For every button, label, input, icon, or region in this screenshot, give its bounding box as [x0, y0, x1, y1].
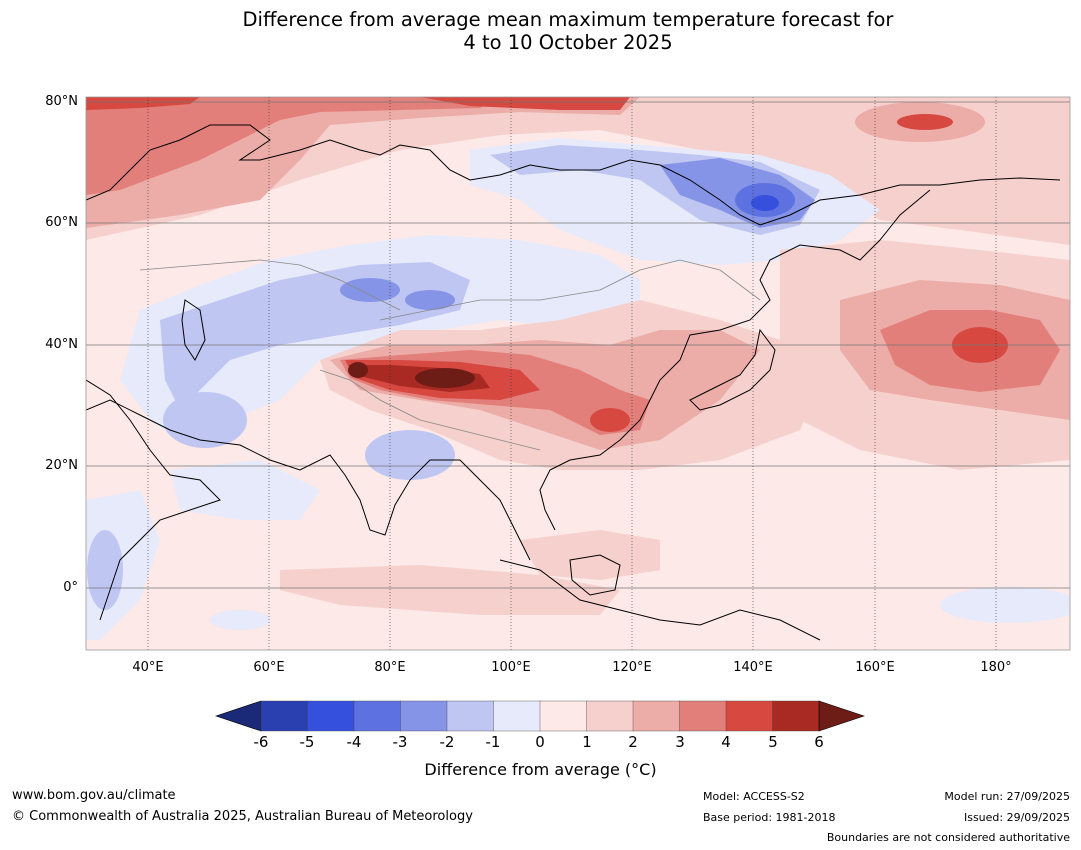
tibet-warm-core-west [348, 362, 368, 378]
colorbar-segment [772, 700, 820, 732]
kazakh-cold-core [340, 278, 400, 302]
copyright-text: © Commonwealth of Australia 2025, Austra… [12, 809, 473, 824]
arabian-sea-cold [170, 460, 320, 520]
cb-tick: 4 [721, 733, 731, 751]
east-arctic-warm-core [897, 114, 953, 130]
arctic-anomaly-3-4 [86, 97, 500, 195]
colorbar-segment [307, 700, 355, 732]
indian-ocean-cold [210, 610, 270, 630]
website-link[interactable]: www.bom.gov.au/climate [12, 788, 176, 803]
colorbar-segment [446, 700, 495, 732]
border-himalaya [319, 369, 541, 451]
colorbar-segment [353, 700, 402, 732]
cb-tick: 2 [628, 733, 638, 751]
coast-borneo [569, 554, 621, 596]
colorbar-segment [679, 700, 727, 732]
cb-tick: 3 [675, 733, 685, 751]
east-siberia-cold-core2 [751, 195, 779, 211]
issued-text: Issued: 29/09/2025 [963, 811, 1070, 824]
cb-tick: -6 [253, 733, 269, 751]
colorbar-segment [493, 700, 541, 732]
map-title: Difference from average mean maximum tem… [0, 8, 1081, 54]
cb-tick: -5 [299, 733, 315, 751]
coastlines [86, 124, 1061, 641]
map-frame [85, 96, 1071, 651]
africa-cold-core [87, 530, 123, 610]
colorbar-segment [539, 700, 588, 732]
colorbar-segment [260, 700, 309, 732]
coast-south-asia [86, 399, 531, 561]
coast-arabia-africa [86, 379, 221, 621]
colorbar-segment [586, 700, 634, 732]
coast-japan [689, 328, 776, 411]
borders [139, 259, 761, 451]
arctic-anomaly-4-5-b [420, 97, 630, 110]
gridlines [86, 101, 1070, 589]
model-text: Model: ACCESS-S2 [703, 790, 805, 803]
maritime-warm-patch [520, 530, 660, 580]
lon-label-120e: 120°E [612, 660, 652, 675]
cb-tick: -3 [392, 733, 408, 751]
pacific-eq-cold [940, 587, 1070, 623]
india-cold [365, 430, 455, 480]
colorbar-label: Difference from average (°C) [424, 760, 657, 779]
coast-kamchatka-east-asia [539, 189, 931, 531]
title-line-1: Difference from average mean maximum tem… [242, 8, 894, 31]
colorbar-segments [215, 700, 865, 732]
colorbar-segment [400, 700, 448, 732]
coast-north-eurasia [86, 124, 1061, 226]
cb-tick: 6 [814, 733, 824, 751]
mongolia-cold-core [405, 290, 455, 310]
anomaly-field [86, 97, 1070, 650]
lat-label-40: 40°N [45, 337, 78, 352]
border-russia-kazakh [139, 259, 401, 311]
lon-label-40e: 40°E [132, 660, 164, 675]
base-period-text: Base period: 1981-2018 [703, 811, 836, 824]
meridians [147, 97, 997, 650]
cb-tick: 0 [535, 733, 545, 751]
arctic-warm-zone [86, 97, 1070, 245]
title-line-2: 4 to 10 October 2025 [463, 31, 673, 54]
colorbar-segment [725, 700, 774, 732]
model-run-text: Model run: 27/09/2025 [944, 790, 1070, 803]
lon-label-100e: 100°E [491, 660, 531, 675]
lon-label-80e: 80°E [374, 660, 406, 675]
lon-label-180: 180° [980, 660, 1012, 675]
cb-tick: 1 [582, 733, 592, 751]
colorbar-segment [632, 700, 681, 732]
lon-label-160e: 160°E [855, 660, 895, 675]
coast-maritime-se-asia [499, 559, 821, 641]
arctic-anomaly-4-5 [86, 97, 200, 110]
china-coast-warm-4-5 [590, 408, 630, 432]
cb-tick: 5 [768, 733, 778, 751]
cb-tick: -2 [439, 733, 455, 751]
tropics-warm-patch [280, 565, 620, 615]
lat-label-60: 60°N [45, 215, 78, 230]
lat-label-20: 20°N [45, 458, 78, 473]
tibet-warm-core [415, 368, 475, 388]
lon-label-60e: 60°E [253, 660, 285, 675]
disclaimer-text: Boundaries are not considered authoritat… [826, 831, 1070, 844]
central-asia-cold-mid [160, 262, 470, 410]
coast-caspian [181, 299, 206, 361]
colorbar-extend-high [818, 700, 865, 732]
border-china-mongolia [379, 259, 761, 321]
cb-tick: -1 [485, 733, 501, 751]
cb-tick: -4 [346, 733, 362, 751]
lat-label-0: 0° [63, 580, 78, 595]
iran-cold [163, 392, 247, 448]
lon-label-140e: 140°E [733, 660, 773, 675]
lat-label-80: 80°N [45, 94, 78, 109]
colorbar-extend-low [215, 700, 262, 732]
